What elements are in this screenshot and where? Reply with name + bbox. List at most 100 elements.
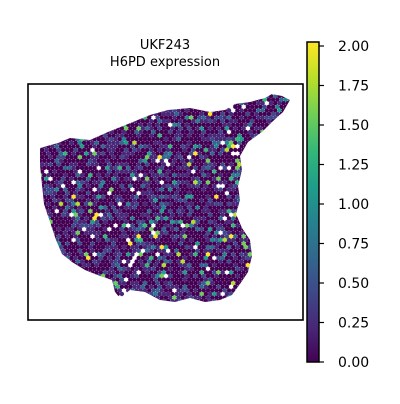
spot — [191, 183, 196, 189]
spot — [218, 94, 223, 99]
spot — [75, 252, 81, 257]
spot — [216, 255, 221, 261]
spot — [113, 201, 118, 207]
spot — [140, 119, 146, 124]
spot — [155, 137, 160, 142]
spot — [243, 216, 248, 221]
spot — [96, 194, 102, 199]
spot — [289, 108, 290, 113]
spot — [227, 303, 231, 307]
spot — [165, 176, 171, 181]
spot — [95, 306, 99, 310]
spot — [59, 303, 63, 307]
spot — [121, 252, 127, 257]
spot — [128, 155, 133, 160]
spot — [281, 303, 285, 307]
spot — [210, 209, 215, 214]
spot — [155, 108, 160, 113]
spot — [292, 126, 296, 130]
spot — [107, 119, 112, 124]
spot — [128, 104, 133, 110]
spot — [292, 97, 296, 101]
spot — [205, 252, 211, 257]
spot — [71, 115, 76, 120]
spot — [184, 187, 190, 192]
spot — [52, 133, 57, 138]
spot — [42, 252, 47, 257]
spot — [170, 291, 175, 297]
spot — [115, 263, 120, 268]
spot — [71, 122, 76, 128]
spot — [186, 284, 192, 289]
spot — [270, 97, 276, 102]
spot — [159, 223, 164, 228]
spot — [256, 94, 261, 99]
spot — [275, 198, 280, 203]
spot — [285, 281, 290, 286]
spot — [201, 237, 206, 243]
spot — [189, 194, 194, 199]
spot — [107, 291, 112, 297]
spot — [50, 187, 55, 192]
spot — [226, 223, 232, 228]
spot — [90, 306, 94, 310]
spot — [79, 187, 85, 192]
spot — [153, 234, 158, 239]
spot — [268, 209, 274, 214]
spot — [220, 299, 225, 302]
spot — [231, 295, 236, 300]
spot — [163, 216, 169, 221]
spot — [273, 165, 278, 171]
spot — [298, 101, 302, 105]
spot — [226, 158, 232, 163]
spot — [134, 165, 139, 171]
spot — [195, 248, 200, 253]
spot — [254, 198, 259, 203]
spot — [52, 277, 57, 282]
spot — [111, 104, 116, 110]
spot — [283, 119, 288, 124]
spot — [46, 165, 51, 171]
spot — [268, 259, 274, 264]
spot — [168, 230, 173, 235]
spot — [94, 291, 99, 297]
spot — [216, 212, 221, 217]
spot — [81, 241, 87, 246]
spot — [105, 266, 110, 271]
spot — [161, 169, 167, 174]
spot — [144, 212, 150, 217]
spot — [226, 180, 232, 185]
spot — [151, 165, 156, 171]
spot — [212, 284, 217, 289]
spot — [296, 263, 300, 267]
spot — [71, 209, 76, 214]
spot — [136, 263, 141, 268]
spot — [201, 137, 206, 142]
spot — [40, 169, 45, 174]
spot — [84, 295, 89, 300]
spot — [285, 115, 290, 120]
spot — [48, 162, 53, 167]
spot — [121, 209, 127, 214]
spot — [136, 212, 141, 217]
spot — [180, 122, 185, 128]
spot — [119, 219, 125, 225]
spot — [287, 119, 290, 124]
spot — [216, 140, 221, 145]
spot — [109, 288, 114, 293]
spot — [81, 212, 87, 217]
spot — [243, 187, 248, 192]
spot — [294, 223, 298, 227]
spot — [69, 162, 74, 167]
spot — [216, 299, 221, 302]
spot — [172, 129, 177, 135]
spot — [60, 111, 66, 117]
spot — [123, 183, 129, 189]
spot — [132, 162, 137, 167]
spot — [203, 255, 209, 261]
spot — [170, 263, 175, 268]
spot — [182, 183, 188, 189]
spot — [193, 288, 198, 293]
spot — [77, 176, 83, 181]
spot — [134, 281, 139, 286]
